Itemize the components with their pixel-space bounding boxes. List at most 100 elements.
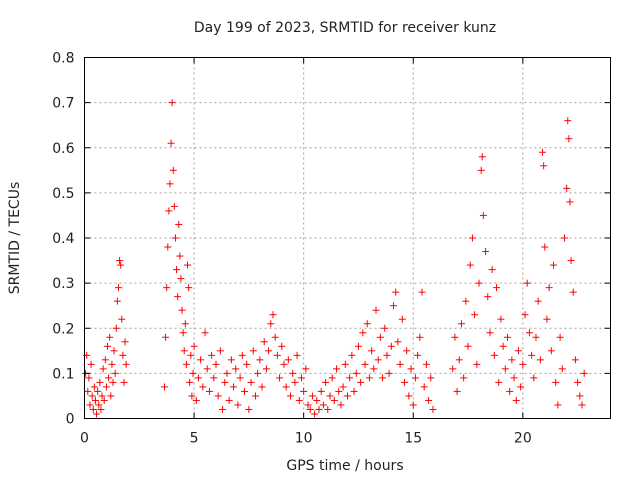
data-point	[96, 378, 104, 386]
data-point	[554, 401, 562, 409]
data-point	[208, 351, 216, 359]
data-point	[203, 365, 211, 373]
data-point	[449, 365, 457, 373]
data-point	[471, 311, 479, 319]
data-point	[322, 378, 330, 386]
data-point	[194, 374, 202, 382]
data-point	[278, 342, 286, 350]
data-point	[163, 284, 171, 292]
data-point	[302, 365, 310, 373]
data-point	[475, 279, 483, 287]
data-point	[112, 324, 120, 332]
data-point	[162, 333, 170, 341]
y-tick-label: 0.6	[52, 141, 74, 157]
data-point	[88, 392, 96, 400]
data-point	[534, 297, 542, 305]
data-point	[304, 401, 312, 409]
data-point	[178, 306, 186, 314]
data-point	[556, 333, 564, 341]
data-point	[99, 365, 107, 373]
data-point	[420, 383, 428, 391]
data-point	[361, 360, 369, 368]
data-point	[197, 356, 205, 364]
data-point	[357, 378, 365, 386]
data-point	[460, 374, 468, 382]
data-point	[571, 356, 579, 364]
data-point	[84, 387, 92, 395]
data-point	[169, 166, 177, 174]
data-point	[580, 369, 588, 377]
data-point	[201, 329, 209, 337]
x-tick-label: 20	[514, 431, 532, 447]
data-point	[227, 356, 235, 364]
data-point	[109, 378, 117, 386]
data-point	[117, 261, 125, 269]
data-point	[100, 396, 108, 404]
data-point	[254, 369, 262, 377]
data-point	[180, 347, 188, 355]
data-point	[566, 198, 574, 206]
data-point	[120, 378, 128, 386]
data-point	[108, 360, 116, 368]
data-point	[381, 324, 389, 332]
data-point	[319, 401, 327, 409]
data-point	[170, 202, 178, 210]
data-point	[512, 396, 520, 404]
data-point	[324, 405, 332, 413]
data-point	[291, 378, 299, 386]
data-point	[506, 387, 514, 395]
data-point	[365, 374, 373, 382]
data-point	[190, 342, 198, 350]
data-point	[311, 410, 319, 418]
data-point	[192, 396, 200, 404]
data-point	[297, 374, 305, 382]
data-point	[210, 374, 218, 382]
data-point	[403, 347, 411, 355]
data-point	[372, 306, 380, 314]
data-point	[482, 248, 490, 256]
data-point	[563, 184, 571, 192]
data-point	[185, 284, 193, 292]
data-point	[313, 396, 321, 404]
data-point	[359, 329, 367, 337]
data-point	[94, 387, 102, 395]
data-point	[464, 342, 472, 350]
data-point	[101, 356, 109, 364]
data-point	[328, 374, 336, 382]
data-point	[490, 351, 498, 359]
data-point	[411, 374, 419, 382]
data-point	[368, 347, 376, 355]
data-point	[164, 243, 172, 251]
y-tick-label: 0	[66, 412, 75, 428]
data-point	[188, 392, 196, 400]
data-point	[177, 275, 185, 283]
data-point	[414, 351, 422, 359]
data-point	[344, 392, 351, 400]
data-point	[175, 220, 183, 228]
data-point	[354, 342, 362, 350]
data-point	[212, 360, 220, 368]
data-point	[453, 387, 461, 395]
data-point	[374, 356, 382, 364]
data-point	[176, 252, 184, 260]
data-point	[473, 360, 481, 368]
data-point	[289, 369, 297, 377]
data-point	[300, 387, 308, 395]
data-point	[416, 333, 424, 341]
data-point	[539, 148, 547, 156]
data-point	[287, 392, 295, 400]
y-tick-label: 0.7	[52, 96, 74, 112]
data-point	[497, 315, 505, 323]
data-point	[221, 378, 229, 386]
data-point	[93, 410, 101, 418]
data-point	[363, 320, 371, 328]
data-point	[182, 360, 190, 368]
data-point	[276, 374, 284, 382]
data-point	[451, 333, 459, 341]
data-point	[501, 365, 509, 373]
data-point	[352, 369, 360, 377]
data-point	[558, 365, 566, 373]
data-point	[394, 338, 402, 346]
data-point	[405, 392, 413, 400]
